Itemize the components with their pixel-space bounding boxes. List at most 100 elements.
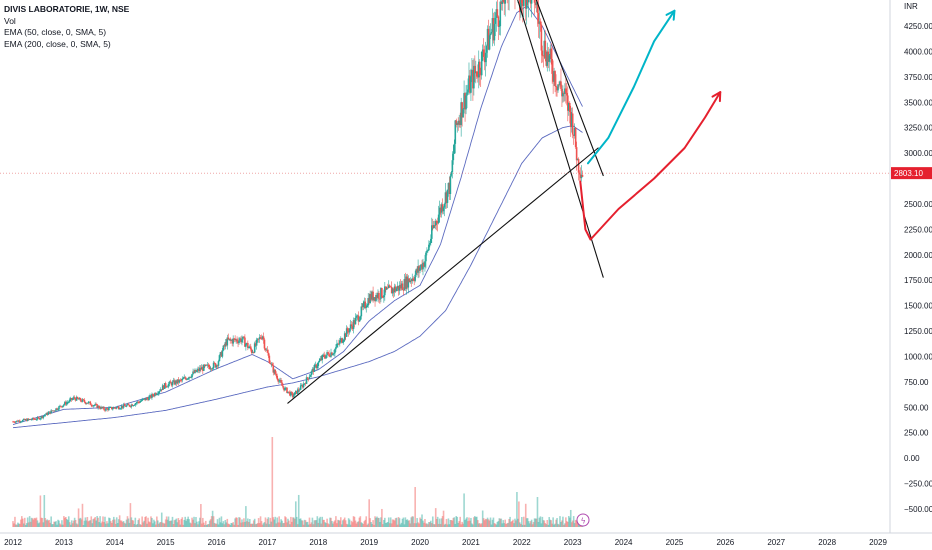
volume-bar — [282, 523, 284, 527]
volume-bar — [440, 518, 443, 527]
volume-bar — [92, 519, 95, 527]
volume-bar — [297, 494, 300, 527]
drawings[interactable] — [287, 0, 722, 404]
candle-body — [353, 320, 356, 325]
candle-body — [200, 367, 202, 370]
volume-bar — [493, 523, 496, 527]
candle-body — [382, 296, 384, 298]
candle-body — [236, 339, 238, 342]
volume-bar — [374, 516, 376, 527]
volume-bar — [359, 516, 362, 527]
candle-body — [403, 279, 406, 291]
candle-body — [341, 341, 344, 343]
candle-body — [56, 408, 58, 410]
candle-body — [370, 294, 372, 300]
candle-body — [77, 398, 80, 400]
x-tick-label: 2018 — [309, 538, 327, 547]
volume-bar — [548, 517, 551, 527]
candle-body — [338, 343, 340, 345]
candle-body — [439, 207, 442, 213]
candle-body — [348, 328, 351, 333]
volume-bar — [431, 523, 433, 527]
symbol-title[interactable]: DIVIS LABORATORIE, 1W, NSE — [4, 4, 130, 14]
candle-body — [63, 404, 65, 406]
candle-body — [310, 371, 313, 376]
volume-bar — [393, 520, 396, 527]
vol-legend[interactable]: Vol — [4, 15, 16, 26]
candle-body — [132, 405, 135, 407]
volume-bar — [71, 523, 74, 527]
candle-body — [280, 380, 282, 383]
candle-body — [459, 120, 461, 125]
candle-body — [385, 286, 387, 290]
candle-body — [194, 369, 196, 374]
candle-body — [121, 405, 124, 408]
volume-bar — [219, 522, 222, 527]
volume-bar — [412, 516, 415, 527]
volume-bar — [249, 523, 252, 527]
volume-bar — [350, 520, 353, 527]
volume-bar — [566, 521, 568, 527]
candle-body — [219, 352, 222, 356]
candle-body — [70, 398, 73, 400]
candle-body — [301, 385, 304, 388]
ema200-line — [12, 125, 583, 429]
y-tick-label: 2000.00 — [904, 251, 932, 260]
volume-bar — [157, 523, 160, 527]
volume-bar — [108, 517, 110, 527]
volume-bar — [106, 521, 108, 527]
candle-body — [45, 412, 48, 415]
volume-bar — [555, 519, 557, 527]
volume-bar — [427, 524, 429, 527]
candle-body — [62, 405, 64, 408]
candle-body — [90, 404, 93, 406]
candle-body — [371, 291, 373, 300]
candle-body — [571, 113, 574, 135]
candle-body — [294, 392, 296, 396]
candle-body — [387, 285, 390, 289]
volume-bar — [137, 520, 140, 527]
candle-body — [467, 89, 469, 93]
ema50-legend[interactable]: EMA (50, close, 0, SMA, 5) — [4, 27, 107, 37]
candle-body — [254, 343, 257, 346]
candle-body — [416, 269, 418, 273]
candle-body — [376, 295, 378, 298]
volume-bar — [64, 517, 66, 527]
candle-body — [174, 380, 177, 385]
candle-body — [59, 405, 61, 407]
volume-bar — [40, 517, 43, 527]
candle-body — [104, 409, 106, 411]
volume-bar — [469, 520, 471, 527]
candle-body — [324, 357, 326, 359]
candle-body — [291, 392, 293, 394]
candle-body — [412, 278, 415, 281]
volume-bar — [544, 523, 547, 527]
volume-bar — [196, 521, 198, 527]
candle-body — [497, 16, 500, 27]
candle-body — [561, 88, 563, 97]
volume-bar — [124, 523, 127, 527]
candle-body — [430, 238, 432, 244]
candle-body — [115, 407, 118, 409]
candle-body — [321, 355, 324, 361]
volume-bar — [299, 518, 302, 527]
volume-bar — [499, 518, 502, 527]
volume-bar — [429, 522, 431, 527]
volume-bar — [100, 523, 102, 527]
replay-icon[interactable]: ϟ — [576, 513, 590, 527]
ema200-legend[interactable]: EMA (200, close, 0, SMA, 5) — [4, 38, 111, 49]
candle-body — [165, 386, 168, 388]
ema50-line — [12, 5, 583, 426]
volume-bar — [19, 523, 21, 527]
volume-bar — [285, 517, 287, 527]
volume-bar — [66, 520, 69, 527]
candle-body — [153, 395, 155, 397]
candle-body — [212, 362, 215, 369]
candle-body — [253, 343, 256, 353]
candle-body — [228, 338, 231, 340]
volume-bar — [156, 516, 158, 527]
candle-body — [495, 9, 498, 18]
volume-bar — [496, 521, 499, 527]
volume-bar — [535, 518, 538, 527]
